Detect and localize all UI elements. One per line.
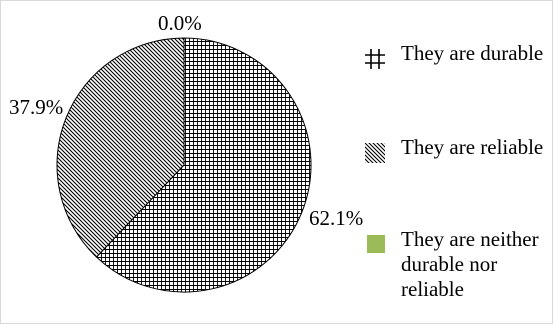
legend-label-durable: They are durable <box>401 41 544 65</box>
legend-label-reliable: They are reliable <box>401 135 544 159</box>
pie-slice-durable <box>95 37 312 293</box>
data-label-durable: 62.1% <box>309 206 363 230</box>
legend-key-green-icon <box>367 235 385 253</box>
data-label-reliable: 37.9% <box>9 95 63 119</box>
pie-slice-reliable <box>56 37 185 258</box>
legend-key-grid-icon <box>365 49 385 69</box>
legend-label-neither: They are neither durable nor reliable <box>401 227 539 301</box>
legend-key-hatch-icon <box>365 143 385 163</box>
data-label-neither: 0.0% <box>158 11 202 35</box>
